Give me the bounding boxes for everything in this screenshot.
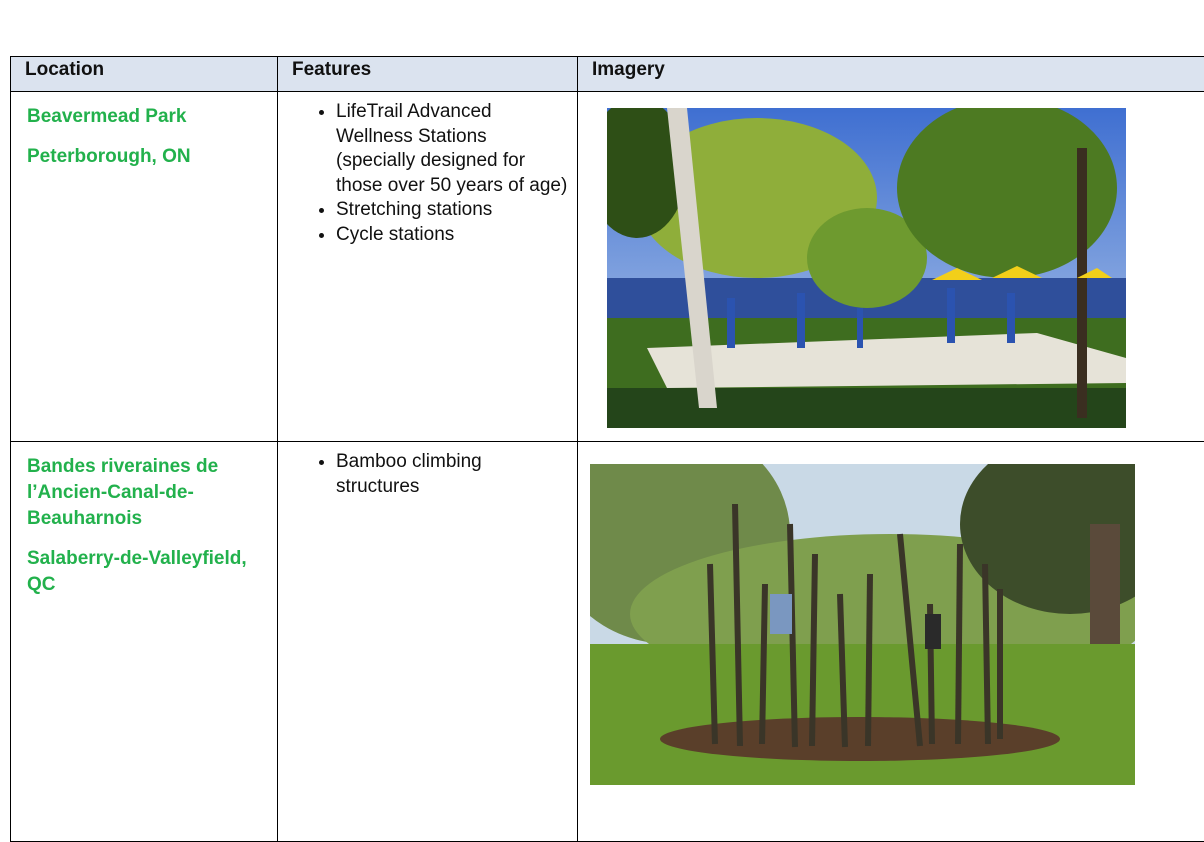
features-cell: Bamboo climbing structures <box>278 442 578 842</box>
imagery-cell <box>578 442 1204 842</box>
feature: LifeTrail Advanced Wellness Stations (sp… <box>336 100 569 198</box>
imagery-cell <box>578 92 1204 442</box>
feature: Cycle stations <box>336 223 569 248</box>
location-cell: Beavermead Park Peterborough, ON <box>11 92 278 442</box>
location-cell: Bandes riveraines de l’Ancien-Canal-de-B… <box>11 442 278 842</box>
header-cell: Features <box>278 57 578 92</box>
table: Location Features Imagery Beavermead Par… <box>10 56 1204 842</box>
row: Bandes riveraines de l’Ancien-Canal-de-B… <box>11 442 1204 842</box>
park-photo <box>607 108 1126 428</box>
location-name: Bandes riveraines de l’Ancien-Canal-de-B… <box>27 454 267 532</box>
bamboo-photo <box>590 464 1135 785</box>
feature-list: LifeTrail Advanced Wellness Stations (sp… <box>278 92 577 247</box>
location-city: Peterborough, ON <box>27 144 267 170</box>
feature: Bamboo climbing structures <box>336 450 569 499</box>
header-cell: Location <box>11 57 278 92</box>
row: Beavermead Park Peterborough, ON LifeTra… <box>11 92 1204 442</box>
location-name: Beavermead Park <box>27 104 267 130</box>
feature: Stretching stations <box>336 198 569 223</box>
location-city: Salaberry-de-Valleyfield, QC <box>27 546 267 598</box>
header-row: Location Features Imagery <box>11 57 1204 92</box>
header-cell: Imagery <box>578 57 1204 92</box>
feature-list: Bamboo climbing structures <box>278 442 577 499</box>
features-cell: LifeTrail Advanced Wellness Stations (sp… <box>278 92 578 442</box>
